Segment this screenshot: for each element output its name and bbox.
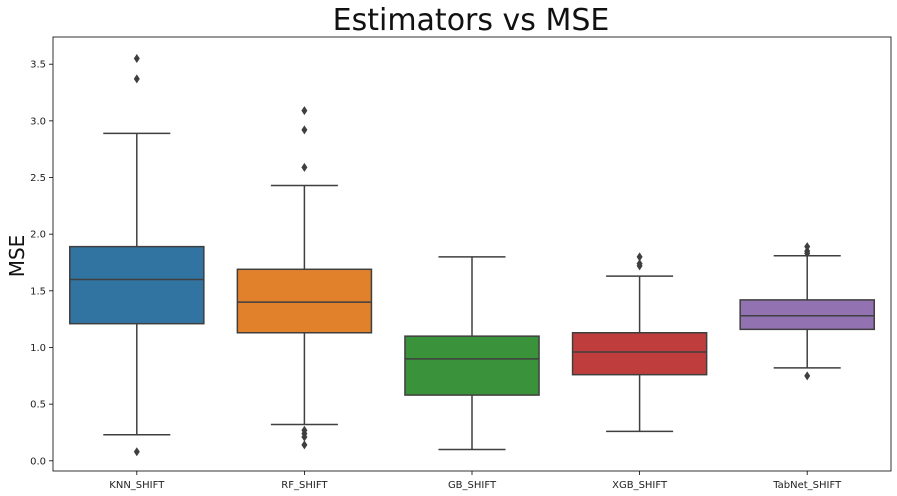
outlier-point bbox=[636, 259, 643, 269]
plot-area: 0.0 0.5 1.0 1.5 2.0 2.5 3.0 3.5 KNN_SHIFT RF_SHIF… bbox=[30, 54, 875, 491]
y-axis-label: MSE bbox=[5, 235, 29, 278]
box-xgb-shift bbox=[571, 332, 708, 376]
y-tick-label: 1.0 bbox=[30, 343, 46, 354]
outlier-point bbox=[301, 106, 308, 116]
box-rf-shift bbox=[236, 268, 373, 334]
x-tick-label: KNN_SHIFT bbox=[109, 480, 165, 491]
outlier-point bbox=[133, 74, 140, 84]
outlier-point bbox=[301, 425, 308, 435]
outlier-point bbox=[301, 162, 308, 172]
x-tick-label: XGB_SHIFT bbox=[612, 480, 668, 491]
outlier-point bbox=[636, 252, 643, 262]
y-tick-label: 2.0 bbox=[30, 230, 46, 241]
box-gb-shift bbox=[404, 335, 540, 396]
outlier-point bbox=[804, 242, 811, 252]
outlier-point bbox=[301, 440, 308, 450]
y-tick-label: 3.0 bbox=[30, 116, 46, 127]
outlier-point bbox=[301, 125, 308, 135]
box-tabnet-shift bbox=[739, 299, 875, 331]
chart-title: Estimators vs MSE bbox=[333, 3, 610, 38]
x-tick-label: GB_SHIFT bbox=[448, 480, 497, 491]
y-tick-label: 0.5 bbox=[30, 400, 46, 411]
outlier-point bbox=[133, 54, 140, 64]
y-tick-label: 3.5 bbox=[30, 60, 46, 71]
outlier-point bbox=[804, 371, 811, 381]
outlier-point bbox=[804, 246, 811, 256]
plot-frame bbox=[52, 36, 892, 472]
outlier-point bbox=[133, 447, 140, 457]
box-knn-shift bbox=[69, 245, 205, 325]
y-tick-label: 1.5 bbox=[30, 286, 46, 297]
y-tick-label: 2.5 bbox=[30, 173, 46, 184]
x-tick-label: RF_SHIFT bbox=[281, 480, 328, 491]
y-tick-label: 0.0 bbox=[30, 456, 46, 467]
x-tick-label: TabNet_SHIFT bbox=[772, 480, 842, 491]
